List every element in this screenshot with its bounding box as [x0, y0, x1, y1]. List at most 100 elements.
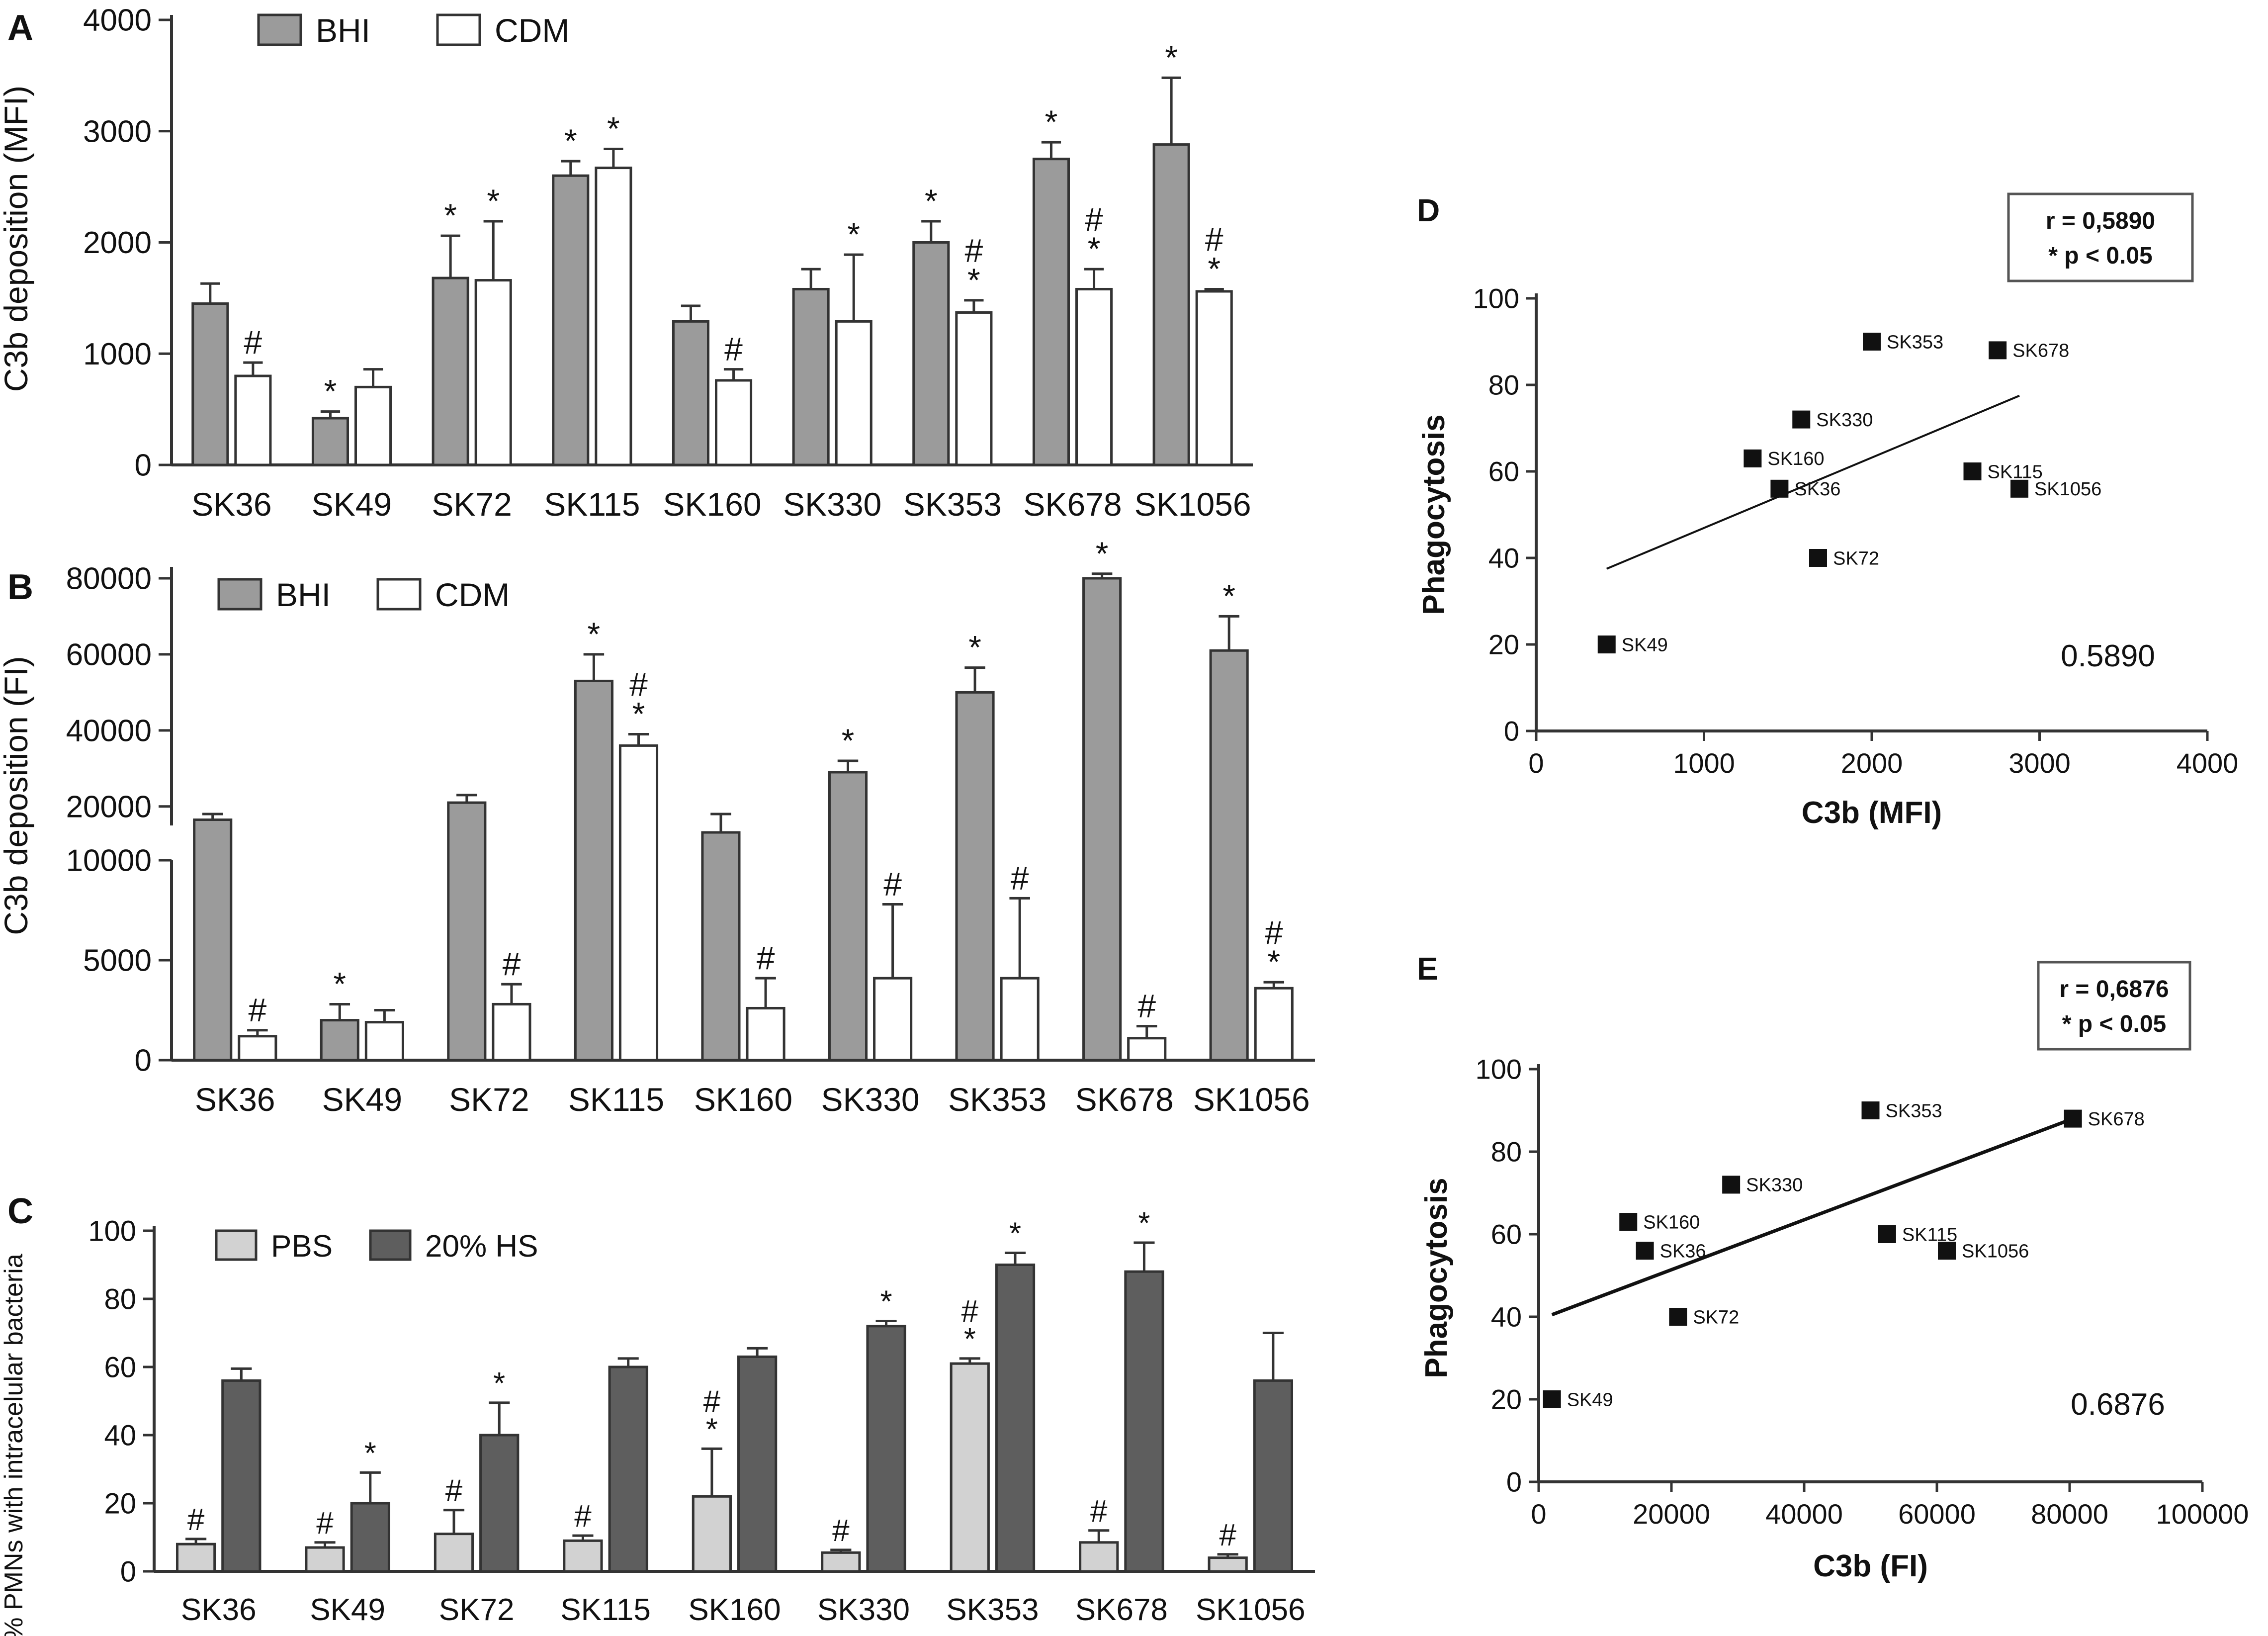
- panel-label: A: [7, 8, 33, 48]
- legend-label-20-hs: 20% HS: [425, 1229, 538, 1264]
- data-point-sk330: [1722, 1176, 1741, 1194]
- y-tick-label: 20: [1491, 1384, 1522, 1415]
- significance-mark: *: [364, 1436, 376, 1470]
- significance-mark: #: [1219, 1518, 1236, 1552]
- correlation-annotation: 0.5890: [2061, 639, 2155, 673]
- significance-mark: *: [487, 182, 500, 219]
- y-tick-label: 80: [104, 1283, 136, 1315]
- bar-pbs-sk49: [305, 1546, 345, 1573]
- data-point-sk36: [1636, 1242, 1654, 1260]
- y-tick-label: 0: [1506, 1466, 1522, 1498]
- significance-mark: *: [964, 1322, 976, 1357]
- y-tick-label: 80: [1491, 1136, 1522, 1168]
- significance-mark: #: [1205, 221, 1223, 258]
- legend-swatch-pbs: [215, 1229, 258, 1261]
- panel-C: C % PMNs with intracelular bacteria 0 20 40 6…: [0, 1191, 1315, 1636]
- bar-pbs-sk160: [692, 1495, 732, 1573]
- y-tick-label: 0: [1504, 716, 1519, 747]
- x-tick-label: 0: [1528, 747, 1544, 779]
- category-label-sk115: SK115: [568, 1081, 664, 1118]
- bar-pbs-sk678: [1079, 1541, 1119, 1573]
- bar-bhi-sk72: [447, 801, 487, 1062]
- y-tick-label: 60: [1491, 1219, 1522, 1250]
- category-label-sk72: SK72: [439, 1593, 515, 1627]
- legend-label-bhi: BHI: [316, 12, 370, 49]
- significance-mark: #: [757, 939, 775, 976]
- x-tick-label: 4000: [2177, 747, 2239, 779]
- category-label-sk330: SK330: [821, 1081, 919, 1118]
- significance-mark: *: [842, 722, 855, 759]
- significance-mark: *: [967, 262, 980, 298]
- bar-bhi-sk49: [311, 417, 349, 466]
- significance-mark: *: [493, 1366, 505, 1401]
- significance-mark: *: [1165, 39, 1178, 76]
- category-label-sk1056: SK1056: [1134, 486, 1251, 523]
- y-tick-label: 20: [104, 1487, 136, 1520]
- bar-20-hs-sk72: [479, 1434, 520, 1573]
- bar-bhi-sk49: [320, 1019, 359, 1062]
- bar-bhi-sk678: [1032, 158, 1070, 466]
- category-label-sk330: SK330: [783, 486, 881, 523]
- bar-bhi-sk353: [912, 241, 950, 466]
- significance-mark: #: [965, 232, 983, 269]
- point-label-sk678: SK678: [2088, 1109, 2145, 1130]
- bar-cdm-sk1056: [1254, 987, 1294, 1062]
- bar-pbs-sk115: [563, 1539, 603, 1573]
- stats-box: [2007, 192, 2194, 282]
- bar-cdm-sk36: [238, 1035, 277, 1062]
- significance-mark: #: [961, 1294, 979, 1329]
- bar-bhi-sk330: [792, 287, 830, 466]
- data-point-sk115: [1878, 1225, 1896, 1243]
- x-tick-label: 60000: [1898, 1498, 1976, 1530]
- bar-bhi-sk330: [828, 771, 868, 1062]
- y-axis-title: Phagocytosis: [1419, 1178, 1454, 1378]
- point-label-sk353: SK353: [1886, 1100, 1942, 1121]
- significance-mark: #: [244, 324, 262, 361]
- data-point-sk36: [1770, 479, 1789, 498]
- bar-20-hs-sk678: [1124, 1270, 1164, 1573]
- significance-mark: *: [1267, 943, 1280, 980]
- category-label-sk160: SK160: [694, 1081, 792, 1118]
- panel-E: E 0 20 40 60 80 100 0 20000 40000 60000 80000 100000…: [1417, 951, 2249, 1583]
- y-tick-label: 0: [135, 449, 152, 483]
- point-label-sk160: SK160: [1643, 1212, 1700, 1233]
- bar-bhi-sk115: [574, 679, 613, 1062]
- significance-mark: *: [333, 965, 346, 1002]
- y-tick-label: 100: [1476, 1054, 1522, 1085]
- correlation-annotation: 0.6876: [2071, 1387, 2165, 1422]
- x-axis-title: C3b (FI): [1813, 1549, 1928, 1583]
- regression-line: [1551, 1117, 2074, 1317]
- significance-mark: #: [316, 1506, 334, 1541]
- y-tick-label: 0: [135, 1044, 152, 1078]
- bar-cdm-sk115: [618, 744, 659, 1062]
- bar-pbs-sk330: [821, 1551, 861, 1573]
- y-axis-title: C3b deposition (MFI): [0, 86, 34, 392]
- stats-line: * p < 0.05: [2048, 243, 2152, 269]
- data-point-sk72: [1669, 1308, 1687, 1326]
- bar-20-hs-sk330: [866, 1325, 906, 1573]
- significance-mark: *: [607, 110, 620, 147]
- category-label-sk330: SK330: [817, 1593, 910, 1627]
- panel-B: B C3b deposition (FI) 0 5000 10000 20000 40000…: [0, 535, 1315, 1118]
- significance-mark: #: [1137, 988, 1156, 1024]
- bar-cdm-sk72: [474, 279, 512, 466]
- y-tick-label: 80: [1488, 369, 1519, 401]
- data-point-sk678: [1989, 341, 2007, 360]
- panel-label: B: [7, 567, 33, 607]
- point-label-sk36: SK36: [1794, 479, 1840, 500]
- data-point-sk49: [1543, 1390, 1561, 1408]
- category-label-sk115: SK115: [544, 486, 640, 523]
- y-tick-label: 20000: [66, 790, 152, 824]
- panel-label: E: [1417, 951, 1438, 987]
- point-label-sk72: SK72: [1693, 1307, 1739, 1328]
- significance-mark: #: [1085, 201, 1103, 238]
- significance-mark: #: [832, 1514, 850, 1548]
- significance-mark: *: [968, 629, 981, 666]
- legend-swatch-20-hs: [369, 1229, 412, 1261]
- stats-box: [2037, 961, 2191, 1051]
- bar-cdm-sk36: [234, 374, 272, 466]
- significance-mark: *: [1222, 577, 1235, 614]
- category-label-sk1056: SK1056: [1196, 1593, 1306, 1627]
- y-axis-title: C3b deposition (FI): [0, 656, 34, 935]
- panel-A: A C3b deposition (MFI) 0 1000 2000 3000 4000 # S…: [0, 3, 1253, 523]
